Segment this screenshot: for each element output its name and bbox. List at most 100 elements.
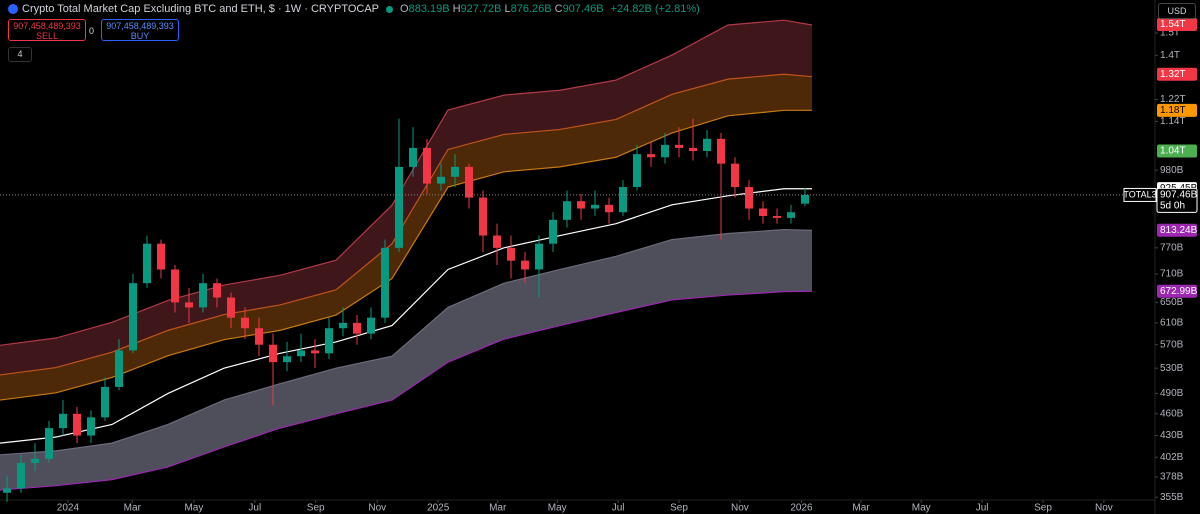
x-tick-label: Nov bbox=[731, 503, 749, 514]
candle-body bbox=[199, 283, 207, 308]
price-badge bbox=[1157, 223, 1197, 237]
y-tick-label: 710B bbox=[1160, 269, 1184, 280]
x-tick-label: Mar bbox=[852, 503, 870, 514]
candle-body bbox=[185, 302, 193, 308]
candle-body bbox=[437, 176, 445, 184]
price-badge-label: 1.32T bbox=[1160, 69, 1186, 80]
candle-body bbox=[17, 462, 25, 489]
price-badge bbox=[1157, 284, 1197, 298]
candle-body bbox=[297, 350, 305, 357]
x-tick-label: Jul bbox=[248, 503, 261, 514]
y-tick-label: 1.5T bbox=[1160, 28, 1180, 39]
price-badge-label: 1.04T bbox=[1160, 146, 1186, 157]
candle-body bbox=[129, 283, 137, 351]
candle-body bbox=[115, 350, 123, 387]
candle-body bbox=[213, 283, 221, 298]
candle-body bbox=[241, 317, 249, 329]
ohlc-key: H bbox=[452, 3, 461, 15]
sell-button[interactable]: 907,458,489,393 SELL bbox=[8, 19, 86, 41]
status-dot bbox=[386, 5, 394, 13]
candle-body bbox=[45, 428, 53, 459]
x-tick-label: Sep bbox=[670, 503, 688, 514]
candle-body bbox=[353, 322, 361, 334]
candle-body bbox=[773, 216, 781, 218]
title[interactable]: Crypto Total Market Cap Excluding BTC an… bbox=[22, 3, 380, 15]
candle-body bbox=[311, 350, 319, 354]
sell-label: SELL bbox=[35, 31, 59, 41]
ohlc-value: 876.26B bbox=[510, 3, 552, 15]
band-fill bbox=[0, 74, 812, 401]
symbol-badge bbox=[1123, 187, 1157, 202]
y-tick-label: 1.22T bbox=[1160, 94, 1186, 105]
price-badge-label: 813.24B bbox=[1160, 225, 1198, 236]
candle-body bbox=[689, 147, 697, 152]
candle-body bbox=[549, 219, 557, 244]
y-tick-label: 530B bbox=[1160, 363, 1184, 374]
symbol-label: TOTAL3 bbox=[1123, 189, 1156, 199]
ohlc-value: 907.46B bbox=[562, 3, 604, 15]
candle-body bbox=[577, 201, 585, 209]
band-line bbox=[0, 73, 813, 376]
candle-body bbox=[521, 260, 529, 270]
candle-body bbox=[269, 344, 277, 363]
candle-body bbox=[535, 243, 543, 270]
price-badge bbox=[1157, 103, 1197, 117]
buy-button[interactable]: 907,458,489,393 BUY bbox=[101, 19, 179, 41]
candle-body bbox=[101, 386, 109, 418]
candle-body bbox=[731, 163, 739, 188]
x-tick-label: Jul bbox=[612, 503, 625, 514]
bands bbox=[0, 19, 813, 491]
x-tick-label: May bbox=[912, 503, 931, 514]
currency-button[interactable]: USD bbox=[1158, 3, 1196, 19]
price-badge-label: 1.18T bbox=[1160, 105, 1186, 116]
y-tick-label: 570B bbox=[1160, 339, 1184, 350]
symbol-logo bbox=[8, 4, 18, 14]
candle-body bbox=[31, 458, 39, 463]
candle-body bbox=[563, 201, 571, 220]
band-line bbox=[0, 109, 812, 401]
candle-body bbox=[73, 413, 81, 436]
candle-body bbox=[465, 166, 473, 198]
candle-body bbox=[661, 144, 669, 158]
ohlc: O883.19B H927.72B L876.26B C907.46B bbox=[400, 3, 607, 15]
candle-body bbox=[283, 356, 291, 363]
axes: 1.5T 1.4T 1.22T 1.14T 980B 770B 710B 650B 610B 57… bbox=[0, 18, 1198, 514]
y-tick-label: 980B bbox=[1160, 165, 1184, 176]
candle-body bbox=[339, 322, 347, 329]
y-tick-label: 490B bbox=[1160, 388, 1184, 399]
x-tick-label: Nov bbox=[368, 503, 386, 514]
y-tick-label: 430B bbox=[1160, 430, 1184, 441]
ohlc-value: 927.72B bbox=[460, 3, 502, 15]
candle-body bbox=[59, 413, 67, 429]
candles bbox=[3, 118, 809, 502]
candle-body bbox=[647, 154, 655, 158]
x-tick-label: 2026 bbox=[790, 503, 813, 514]
x-tick-label: 2024 bbox=[57, 503, 80, 514]
candle-body bbox=[745, 187, 753, 209]
ohlc-key: O bbox=[400, 3, 409, 15]
indicator-toggle[interactable]: 4 bbox=[8, 47, 32, 62]
candle-body bbox=[157, 243, 165, 270]
x-tick-label: Nov bbox=[1095, 503, 1113, 514]
candle-body bbox=[605, 204, 613, 213]
candle-body bbox=[801, 194, 809, 204]
band-fill bbox=[0, 229, 812, 491]
candle-body bbox=[171, 269, 179, 303]
y-tick-label: 402B bbox=[1160, 452, 1184, 463]
candle-body bbox=[409, 147, 417, 167]
y-tick-label: 1.4T bbox=[1160, 50, 1180, 61]
x-tick-label: Jul bbox=[976, 503, 989, 514]
ohlc-key: L bbox=[504, 3, 511, 15]
candle-body bbox=[143, 243, 151, 284]
candle-body bbox=[87, 417, 95, 436]
ohlc-value: 883.19B bbox=[408, 3, 450, 15]
price-badge bbox=[1157, 144, 1197, 158]
candle-body bbox=[787, 212, 795, 218]
y-tick-label: 378B bbox=[1160, 472, 1184, 483]
y-tick-label: 1.14T bbox=[1160, 116, 1186, 127]
buy-label: BUY bbox=[130, 31, 150, 41]
candle-body bbox=[507, 247, 515, 261]
candle-body bbox=[423, 147, 431, 184]
price-badge-label: 1.54T bbox=[1160, 19, 1186, 30]
